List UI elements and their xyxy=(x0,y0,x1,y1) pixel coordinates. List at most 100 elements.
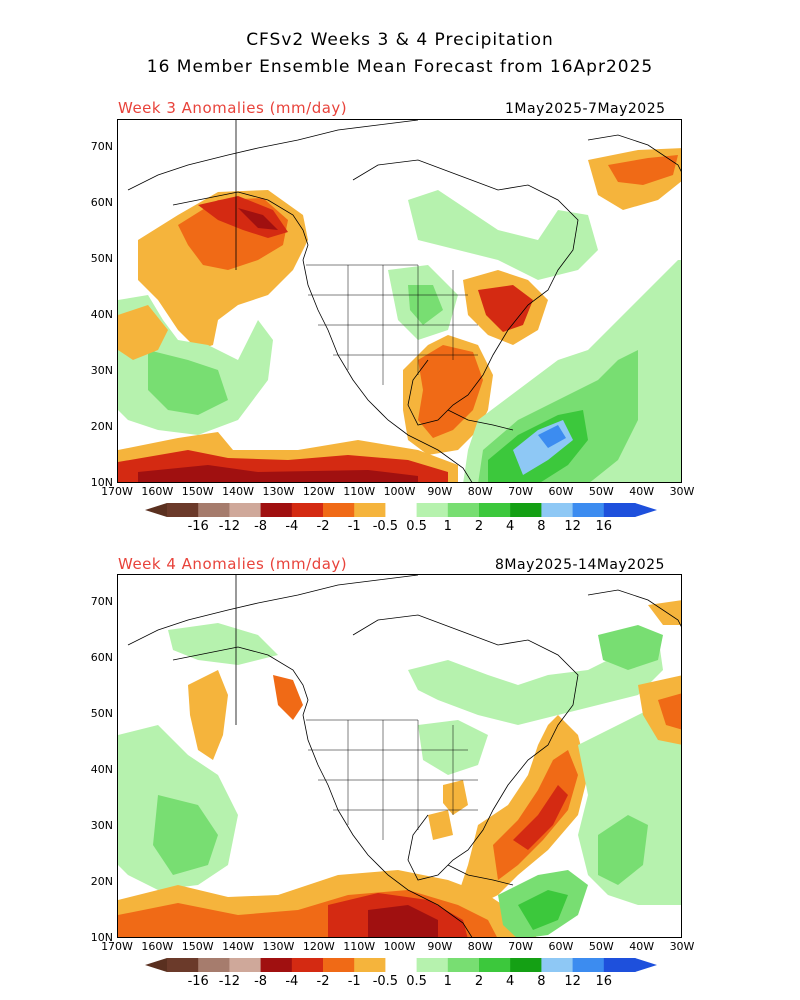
week3-colorbar xyxy=(145,503,657,517)
colorbar-swatch xyxy=(323,958,355,972)
w3-lat-60n: 60N xyxy=(90,196,113,209)
colorbar-swatch xyxy=(291,958,324,972)
w4-lat-30n: 30N xyxy=(90,819,113,832)
colorbar-label: -12 xyxy=(218,519,240,534)
week3-label: Week 3 Anomalies (mm/day) xyxy=(118,99,348,117)
lon-label: 90W xyxy=(427,485,453,498)
lon-label: 40W xyxy=(629,940,655,953)
colorbar-label: -2 xyxy=(316,974,330,989)
anom4-atl-green2 xyxy=(598,815,648,885)
colorbar-label: -12 xyxy=(218,974,240,989)
anom-alaska-dark xyxy=(238,208,278,230)
colorbar-label: -8 xyxy=(254,519,268,534)
week4-map xyxy=(117,574,682,938)
colorbar-swatch xyxy=(572,958,605,972)
anom-ne-red xyxy=(478,285,533,332)
lon-label: 60W xyxy=(548,940,574,953)
week4-dates: 8May2025-14May2025 xyxy=(495,557,665,573)
colorbar-label: -16 xyxy=(187,974,209,989)
lon-label: 130W xyxy=(262,485,295,498)
week4-anomalies xyxy=(118,600,681,937)
lon-label: 30W xyxy=(669,485,695,498)
colorbar-swatch xyxy=(447,503,480,517)
w3-lat-10n: 10N xyxy=(90,476,113,489)
chart-title: CFSv2 Weeks 3 & 4 Precipitation xyxy=(246,30,554,50)
colorbar-wet-arrow xyxy=(635,958,657,972)
colorbar-wet-arrow xyxy=(635,503,657,517)
anom-canada-green xyxy=(408,190,598,280)
lon-label: 80W xyxy=(467,940,493,953)
anom4-canada-green xyxy=(408,635,663,725)
colorbar-label: -4 xyxy=(285,519,299,534)
lon-label: 60W xyxy=(548,485,574,498)
colorbar-label: 1 xyxy=(443,974,452,989)
w4-lat-10n: 10N xyxy=(90,931,113,944)
anom4-carib-midgreen xyxy=(518,890,568,930)
anom4-greenland-orange xyxy=(648,600,681,625)
colorbar-swatch xyxy=(541,958,574,972)
colorbar-swatch xyxy=(479,503,511,517)
lon-label: 100W xyxy=(383,485,416,498)
colorbar-dry-arrow xyxy=(145,958,167,972)
colorbar-swatch xyxy=(354,958,386,972)
colorbar-swatch xyxy=(198,958,230,972)
week4-coastlines xyxy=(127,575,681,937)
anom-greenland-orange2 xyxy=(608,155,678,185)
colorbar-swatch xyxy=(229,503,262,517)
colorbar-label: 8 xyxy=(537,519,546,534)
anom4-east-orange2 xyxy=(658,693,681,730)
colorbar-label: 2 xyxy=(474,519,484,534)
w4-lat-20n: 20N xyxy=(90,875,113,888)
week3-anomalies xyxy=(118,148,681,482)
anom-carib-blue xyxy=(538,425,566,448)
colorbar-swatch xyxy=(385,958,418,972)
colorbar-swatch xyxy=(603,958,636,972)
w3-lat-50n: 50N xyxy=(90,252,113,265)
w4-lat-60n: 60N xyxy=(90,651,113,664)
week3-dates: 1May2025-7May2025 xyxy=(505,101,666,117)
colorbar-swatch xyxy=(603,503,636,517)
anom4-atl-orange2 xyxy=(493,750,578,880)
colorbar-label: -1 xyxy=(347,974,361,989)
w3-lat-70n: 70N xyxy=(90,140,113,153)
colorbar-label: -4 xyxy=(285,974,299,989)
colorbar-label: 12 xyxy=(564,519,581,534)
colorbar-swatch xyxy=(323,503,355,517)
colorbar-swatch xyxy=(447,958,480,972)
lon-label: 100W xyxy=(383,940,416,953)
lon-label: 160W xyxy=(141,485,174,498)
lon-label: 30W xyxy=(669,940,695,953)
colorbar-label: 16 xyxy=(595,974,613,989)
colorbar-swatch xyxy=(541,503,574,517)
anom4-trop-dark xyxy=(368,905,438,937)
colorbar-label: 16 xyxy=(595,519,613,534)
anom-pacific-orange xyxy=(118,305,168,360)
lon-label: 130W xyxy=(262,940,295,953)
lon-label: 40W xyxy=(629,485,655,498)
w4-lat-50n: 50N xyxy=(90,707,113,720)
colorbar-swatch xyxy=(167,503,199,517)
colorbar-swatch xyxy=(167,958,199,972)
colorbar-swatch xyxy=(572,503,605,517)
week3-coastlines xyxy=(127,120,681,482)
lon-label: 110W xyxy=(343,940,376,953)
week4-map-svg xyxy=(118,575,681,937)
colorbar-label: -8 xyxy=(254,974,268,989)
week3-state-lines xyxy=(306,264,478,385)
week4-label: Week 4 Anomalies (mm/day) xyxy=(118,555,348,573)
colorbar-label: 4 xyxy=(506,974,515,989)
colorbar-swatch xyxy=(291,503,324,517)
anom4-pacific-orange xyxy=(188,670,228,760)
lon-label: 90W xyxy=(427,940,453,953)
colorbar-label: -2 xyxy=(316,519,330,534)
anom4-east-orange xyxy=(638,675,681,745)
lon-label: 70W xyxy=(508,485,533,498)
colorbar-swatch xyxy=(354,503,386,517)
anom4-alaska-green xyxy=(168,623,278,665)
colorbar-label: 12 xyxy=(564,974,581,989)
lon-label: 150W xyxy=(181,485,214,498)
week3-map xyxy=(117,119,682,483)
colorbar-label: 8 xyxy=(537,974,546,989)
lon-label: 70W xyxy=(508,940,533,953)
colorbar-label: 1 xyxy=(443,519,452,534)
